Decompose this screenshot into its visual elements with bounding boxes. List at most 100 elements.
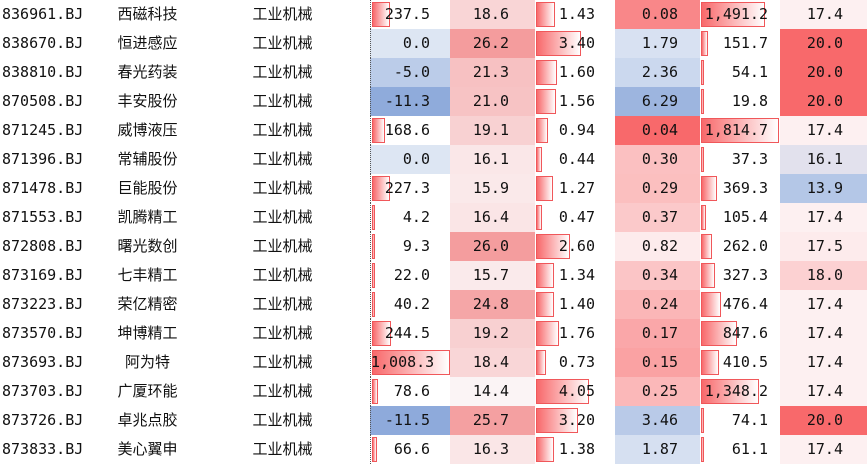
metric-cell: 17.4: [780, 348, 867, 377]
cell-text: 工业机械: [252, 92, 313, 110]
cell-text: 工业机械: [252, 382, 313, 400]
metric-cell: 17.4: [780, 377, 867, 406]
metric-cell: 0.08: [615, 0, 700, 29]
cell-text: 工业机械: [252, 411, 313, 429]
metric-cell: 18.0: [780, 261, 867, 290]
data-bar: [536, 205, 543, 230]
cell-text: 873693.BJ: [2, 353, 84, 371]
metric-cell: 151.7: [700, 29, 780, 58]
metric-cell: 847.6: [700, 319, 780, 348]
stock-name: 曙光数创: [100, 232, 195, 261]
metric-cell: 244.5: [370, 319, 450, 348]
cell-text: 262.0: [722, 237, 768, 255]
stock-name: 广厦环能: [100, 377, 195, 406]
metric-cell: 14.4: [450, 377, 535, 406]
stock-name: 阿为特: [100, 348, 195, 377]
cell-text: 20.0: [806, 63, 843, 81]
metric-cell: 0.37: [615, 203, 700, 232]
data-bar: [372, 292, 376, 317]
metric-cell: 476.4: [700, 290, 780, 319]
metric-cell: 1.87: [615, 435, 700, 464]
cell-text: 871553.BJ: [2, 208, 84, 226]
cell-text: 工业机械: [252, 208, 313, 226]
cell-text: 24.8: [472, 295, 509, 313]
cell-text: 151.7: [722, 34, 768, 52]
cell-text: 0.44: [558, 150, 595, 168]
cell-text: 19.2: [472, 324, 509, 342]
cell-text: 1.79: [641, 34, 678, 52]
metric-cell: 0.94: [535, 116, 615, 145]
metric-cell: 21.0: [450, 87, 535, 116]
stock-code: 871478.BJ: [0, 174, 100, 203]
stock-name: 巨能股份: [100, 174, 195, 203]
metric-cell: 17.4: [780, 203, 867, 232]
metric-cell: 17.4: [780, 319, 867, 348]
stock-code: 873726.BJ: [0, 406, 100, 435]
metric-cell: 16.4: [450, 203, 535, 232]
metric-cell: -11.3: [370, 87, 450, 116]
cell-text: 17.4: [806, 295, 843, 313]
cell-text: 873703.BJ: [2, 382, 84, 400]
stock-name: 春光药装: [100, 58, 195, 87]
data-bar: [536, 89, 557, 114]
cell-text: 872808.BJ: [2, 237, 84, 255]
cell-text: 26.2: [472, 34, 509, 52]
cell-text: 0.37: [641, 208, 678, 226]
industry: 工业机械: [235, 232, 330, 261]
data-bar: [536, 2, 555, 27]
cell-text: 2.60: [558, 237, 595, 255]
data-bar: [536, 350, 546, 375]
metric-cell: 369.3: [700, 174, 780, 203]
cell-text: 105.4: [722, 208, 768, 226]
metric-cell: 54.1: [700, 58, 780, 87]
metric-cell: 327.3: [700, 261, 780, 290]
cell-text: 17.4: [806, 382, 843, 400]
cell-text: 20.0: [806, 34, 843, 52]
cell-text: 18.0: [806, 266, 843, 284]
cell-text: 2.36: [641, 63, 678, 81]
stock-name: 七丰精工: [100, 261, 195, 290]
cell-text: 工业机械: [252, 121, 313, 139]
metric-cell: 6.29: [615, 87, 700, 116]
cell-text: 1.27: [558, 179, 595, 197]
cell-text: 美心翼申: [117, 440, 178, 458]
cell-text: 21.3: [472, 63, 509, 81]
stock-code: 871553.BJ: [0, 203, 100, 232]
metric-cell: 17.5: [780, 232, 867, 261]
cell-text: 曙光数创: [117, 237, 178, 255]
cell-text: 838670.BJ: [2, 34, 84, 52]
cell-text: 4.05: [558, 382, 595, 400]
data-bar: [536, 437, 555, 462]
cell-text: 873570.BJ: [2, 324, 84, 342]
metric-cell: 0.47: [535, 203, 615, 232]
cell-text: 坤博精工: [117, 324, 178, 342]
data-bar: [701, 234, 713, 259]
stock-code: 873570.BJ: [0, 319, 100, 348]
cell-text: 873833.BJ: [2, 440, 84, 458]
metric-cell: 0.34: [615, 261, 700, 290]
cell-text: 0.15: [641, 353, 678, 371]
metric-cell: 13.9: [780, 174, 867, 203]
metric-cell: 1.56: [535, 87, 615, 116]
data-bar: [536, 408, 578, 433]
cell-text: 工业机械: [252, 63, 313, 81]
metric-cell: 1.76: [535, 319, 615, 348]
cell-text: 15.7: [472, 266, 509, 284]
cell-text: 15.9: [472, 179, 509, 197]
stock-code: 872808.BJ: [0, 232, 100, 261]
cell-text: 6.29: [641, 92, 678, 110]
data-bar: [536, 321, 560, 346]
stock-code: 873169.BJ: [0, 261, 100, 290]
cell-text: 1.87: [641, 440, 678, 458]
metric-cell: 4.2: [370, 203, 450, 232]
metric-cell: 262.0: [700, 232, 780, 261]
industry: 工业机械: [235, 203, 330, 232]
cell-text: 卓兆点胶: [117, 411, 178, 429]
cell-text: 17.4: [806, 121, 843, 139]
cell-text: 春光药装: [117, 63, 178, 81]
cell-text: 14.4: [472, 382, 509, 400]
stock-code: 873833.BJ: [0, 435, 100, 464]
metric-cell: 20.0: [780, 58, 867, 87]
stock-code: 870508.BJ: [0, 87, 100, 116]
cell-text: 0.34: [641, 266, 678, 284]
